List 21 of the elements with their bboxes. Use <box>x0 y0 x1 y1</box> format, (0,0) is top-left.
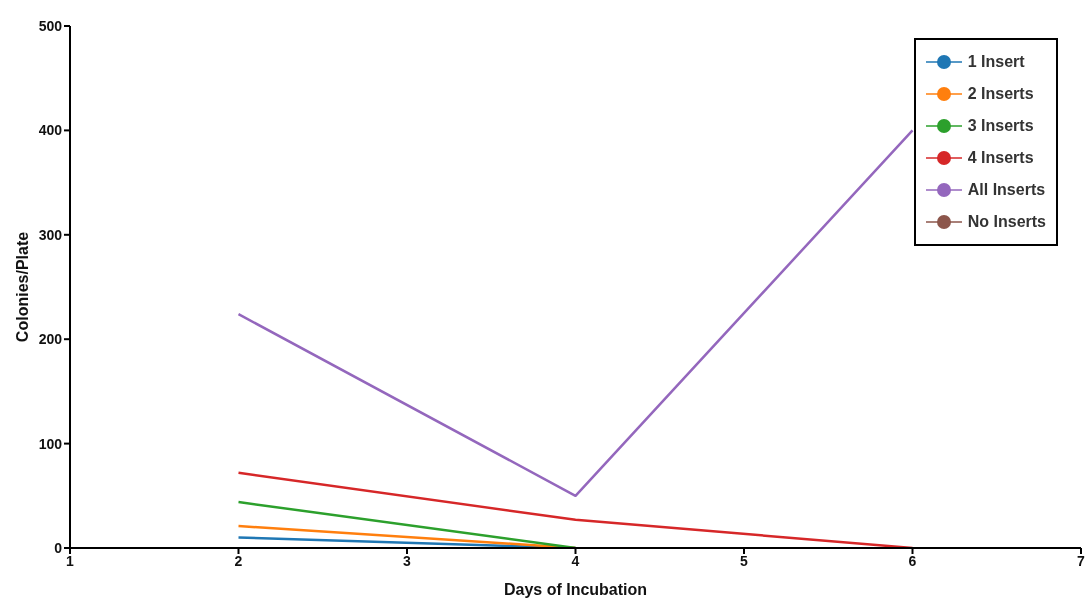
y-tick-label: 300 <box>38 226 63 243</box>
x-tick-label: 3 <box>403 552 412 569</box>
y-tick-label: 500 <box>38 17 63 34</box>
legend-label: 4 Inserts <box>967 149 1034 167</box>
y-tick-label: 100 <box>38 435 63 452</box>
y-tick-label: 200 <box>38 331 63 348</box>
x-tick-label: 7 <box>1077 552 1086 569</box>
legend-label: 1 Insert <box>967 53 1025 71</box>
y-axis-title: Colonies/Plate <box>13 231 31 343</box>
legend-label: All Inserts <box>967 181 1046 199</box>
x-tick-label: 5 <box>740 552 749 569</box>
x-tick-label: 6 <box>908 552 917 569</box>
x-tick-label: 1 <box>66 552 75 569</box>
legend-label: 2 Inserts <box>967 85 1034 103</box>
legend-label: No Inserts <box>967 213 1046 231</box>
y-tick-label: 0 <box>54 539 63 556</box>
x-axis-title: Days of Incubation <box>503 581 648 598</box>
legend-label: 3 Inserts <box>967 117 1034 135</box>
x-tick-label: 2 <box>234 552 243 569</box>
y-tick-label: 400 <box>38 122 63 139</box>
x-tick-label: 4 <box>571 552 580 569</box>
